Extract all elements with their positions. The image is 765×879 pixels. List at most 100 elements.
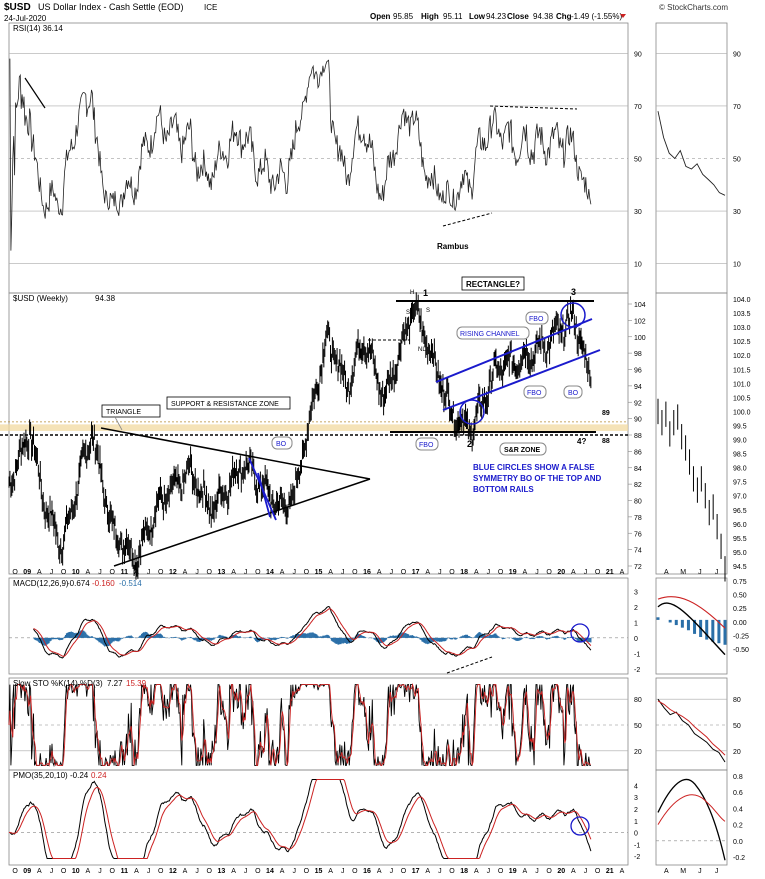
daily-sto-tick-label: 80 — [733, 697, 741, 704]
close-value: 94.38 — [533, 12, 554, 21]
daily-sto-d-line — [657, 700, 726, 756]
daily-price-tick-label: 101.5 — [733, 367, 751, 374]
rsi-trendline-bottom — [442, 212, 493, 227]
pmo-panel-frame — [8, 769, 629, 866]
price-tick-label: 74 — [634, 548, 642, 555]
fbo-label-top: FBO — [529, 316, 544, 323]
daily-x-label-bottom: A — [664, 868, 669, 875]
x-axis-label-bottom: J — [244, 868, 248, 875]
x-axis-label-price: 19 — [509, 569, 517, 576]
pmo-value-1: -0.24 — [70, 771, 89, 780]
fbo-label-bottom: FBO — [419, 442, 434, 449]
triangle-top-line — [100, 427, 371, 480]
x-axis-label-price: O — [61, 569, 67, 576]
x-axis-label-bottom: J — [147, 868, 151, 875]
x-axis-label-price: O — [498, 569, 504, 576]
rectangle-label: RECTANGLE? — [466, 280, 520, 289]
x-axis-label-price: O — [255, 569, 261, 576]
pmo-value-2: 0.24 — [91, 771, 107, 780]
sto-k-value: 7.27 — [107, 679, 123, 688]
pmo-tick-label: 4 — [634, 783, 638, 790]
x-axis-label-price: 09 — [23, 569, 31, 576]
x-axis-label-price: A — [522, 569, 527, 576]
x-axis-label-price: O — [595, 569, 601, 576]
daily-price-tick-label: 100.5 — [733, 395, 751, 402]
daily-macd-tick-label: 0.25 — [733, 606, 747, 613]
x-axis-label-bottom: A — [37, 868, 42, 875]
daily-price-tick-label: 102.5 — [733, 339, 751, 346]
rising-channel-callout — [456, 326, 530, 340]
price-tick-label: 92 — [634, 400, 642, 407]
x-axis-label-price: 15 — [315, 569, 323, 576]
x-axis-label-price: 13 — [218, 569, 226, 576]
x-axis-label-bottom: A — [474, 868, 479, 875]
x-axis-label-price: 12 — [169, 569, 177, 576]
open-label: Open — [370, 12, 391, 21]
x-axis-label-bottom: O — [449, 868, 455, 875]
price-tick-label: 78 — [634, 515, 642, 522]
x-axis-label-bottom: 10 — [72, 868, 80, 875]
macd-tick-label: -1 — [634, 651, 640, 658]
x-axis-label-bottom: A — [571, 868, 576, 875]
daily-price-tick-label: 96.5 — [733, 508, 747, 515]
x-axis-label-bottom: O — [61, 868, 67, 875]
fbo-callout-top — [525, 311, 549, 325]
macd-value-2: -0.160 — [92, 579, 115, 588]
daily-price-series — [657, 398, 726, 582]
fbo-callout-bottom — [415, 437, 439, 451]
pmo-tick-label: -1 — [634, 842, 640, 849]
daily-price-tick-label: 95.0 — [733, 550, 747, 557]
x-axis-label-price: O — [109, 569, 115, 576]
x-axis-label-price: O — [207, 569, 213, 576]
x-axis-label-price: J — [195, 569, 199, 576]
shoulder-left-label: S — [406, 310, 410, 316]
x-axis-label-price: 10 — [72, 569, 80, 576]
x-axis-label-price: A — [37, 569, 42, 576]
x-axis-label-price: A — [425, 569, 430, 576]
x-axis-label-price: O — [546, 569, 552, 576]
sto-d-line — [8, 682, 591, 768]
daily-pmo-tick-label: 0.0 — [733, 839, 743, 846]
macd-histogram — [32, 630, 592, 647]
daily-price-tick-label: 94.5 — [733, 564, 747, 571]
x-axis-label-bottom: A — [183, 868, 188, 875]
level-88-label: 88 — [602, 438, 610, 445]
daily-macd-line — [657, 602, 726, 656]
macd-tick-label: -2 — [634, 667, 640, 674]
daily-macd-tick-label: -0.25 — [733, 633, 749, 640]
price-tick-label: 76 — [634, 531, 642, 538]
x-axis-label-price: A — [474, 569, 479, 576]
rsi-trendline-top — [489, 105, 578, 110]
x-axis-label-price: J — [147, 569, 151, 576]
daily-x-label-bottom: J — [698, 868, 702, 875]
x-axis-label-bottom: J — [438, 868, 442, 875]
x-axis-label-price: A — [280, 569, 285, 576]
macd-tick-label: 1 — [634, 620, 638, 627]
x-axis-label-price: 11 — [121, 569, 129, 576]
price-tick-label: 102 — [634, 318, 646, 325]
daily-x-label-price: J — [698, 569, 702, 576]
daily-pmo-tick-label: 0.4 — [733, 806, 743, 813]
x-axis-label-price: A — [231, 569, 236, 576]
daily-x-label-price: J — [715, 569, 719, 576]
x-axis-label-price: A — [377, 569, 382, 576]
x-axis-label-price: J — [535, 569, 539, 576]
daily-macd-tick-label: 0.75 — [733, 579, 747, 586]
support-resistance-label: SUPPORT & RESISTANCE ZONE — [171, 401, 279, 408]
x-axis-label-bottom: J — [195, 868, 199, 875]
x-axis-label-bottom: A — [425, 868, 430, 875]
close-label: Close — [507, 12, 529, 21]
rsi-trendline-left — [24, 77, 46, 109]
price-tick-label: 90 — [634, 417, 642, 424]
macd-value-1: -0.674 — [67, 579, 90, 588]
x-axis-label-bottom: 21 — [606, 868, 614, 875]
down-arrow-icon — [620, 14, 626, 18]
triangle-label: TRIANGLE — [106, 409, 141, 416]
rsi-tick-label: 70 — [634, 104, 642, 111]
copyright-label: © StockCharts.com — [659, 3, 728, 12]
daily-price-tick-label: 102.0 — [733, 353, 751, 360]
x-axis-label-bottom: 15 — [315, 868, 323, 875]
daily-pmo-tick-label: 0.6 — [733, 790, 743, 797]
x-axis-label-price: J — [438, 569, 442, 576]
